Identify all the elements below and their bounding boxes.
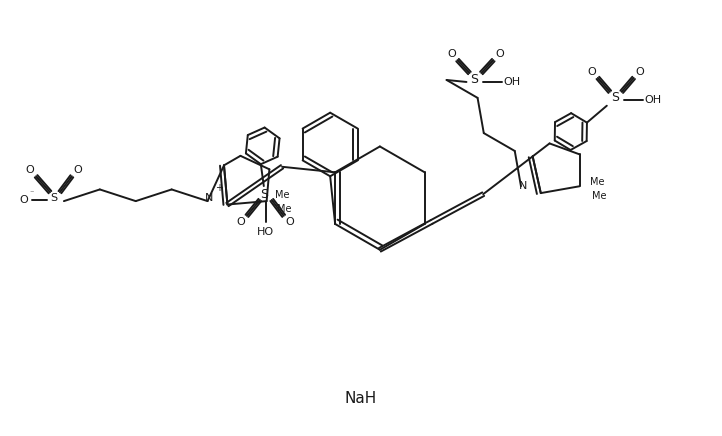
Text: OH: OH [504,77,521,87]
Text: O: O [19,195,29,205]
Text: O: O [74,165,82,175]
Text: O: O [588,67,596,77]
Text: NaH: NaH [345,392,377,406]
Text: S: S [51,193,58,203]
Text: Me: Me [590,177,604,187]
Text: O: O [285,217,294,227]
Text: +: + [215,183,224,193]
Text: S: S [471,74,479,86]
Text: O: O [26,165,35,175]
Text: Me: Me [592,191,606,201]
Text: S: S [611,91,619,104]
Text: ⁻: ⁻ [30,189,35,198]
Text: O: O [635,67,644,77]
Text: O: O [495,49,504,59]
Text: S: S [260,187,268,201]
Text: HO: HO [257,227,274,237]
Text: N: N [205,193,214,203]
Text: O: O [447,49,456,59]
Text: OH: OH [644,95,661,105]
Text: Me: Me [275,190,290,200]
Text: N: N [519,181,527,191]
Text: O: O [237,217,245,227]
Text: Me: Me [277,204,292,214]
